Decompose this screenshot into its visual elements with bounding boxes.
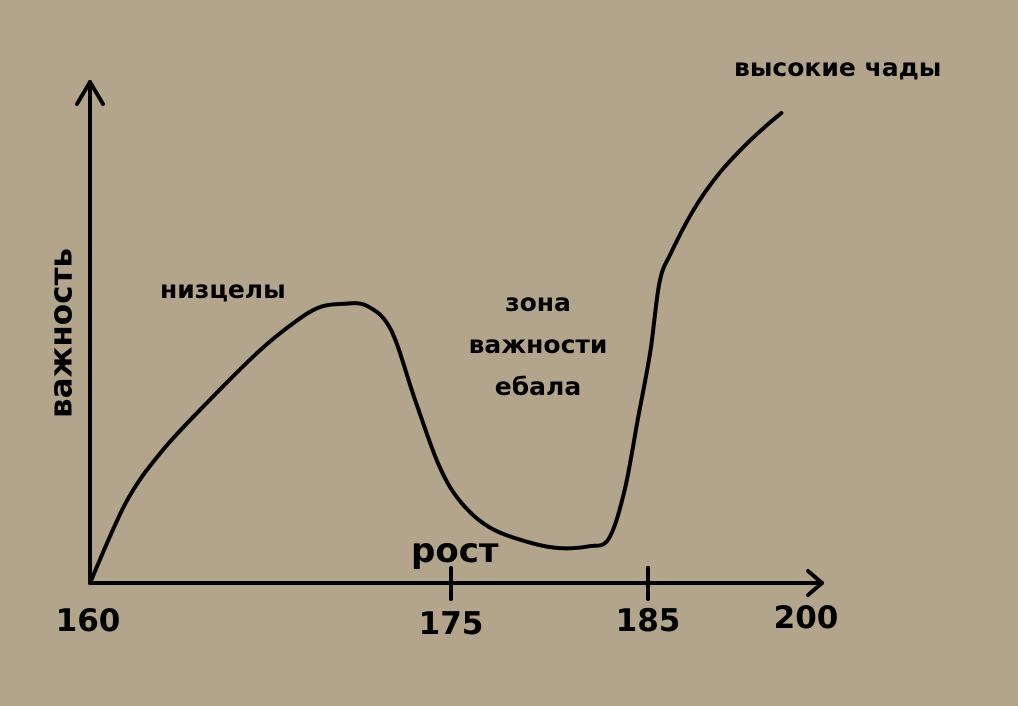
annotation-middle: зона важности ебала — [469, 282, 608, 408]
series-layer — [88, 111, 784, 585]
annotation-middle-line: зона — [505, 288, 571, 317]
y-axis-label: важность — [43, 247, 80, 419]
y-axis-arrowhead — [75, 80, 105, 106]
x-tick-label: 175 — [418, 606, 484, 642]
annotation-middle-line: ебала — [494, 372, 582, 401]
x-tick-label: 185 — [615, 603, 681, 639]
x-axis-label: рост — [411, 531, 499, 571]
series-line — [88, 111, 784, 585]
x-tick-label: 200 — [773, 600, 839, 636]
annotation-low: низцелы — [160, 275, 286, 304]
ticks-layer — [449, 566, 650, 601]
annotation-high: высокие чады — [734, 53, 942, 82]
x-axis-arrowhead — [806, 569, 824, 597]
x-tick-label: 160 — [55, 603, 121, 639]
annotation-middle-line: важности — [468, 330, 608, 359]
axes-layer — [75, 80, 824, 597]
